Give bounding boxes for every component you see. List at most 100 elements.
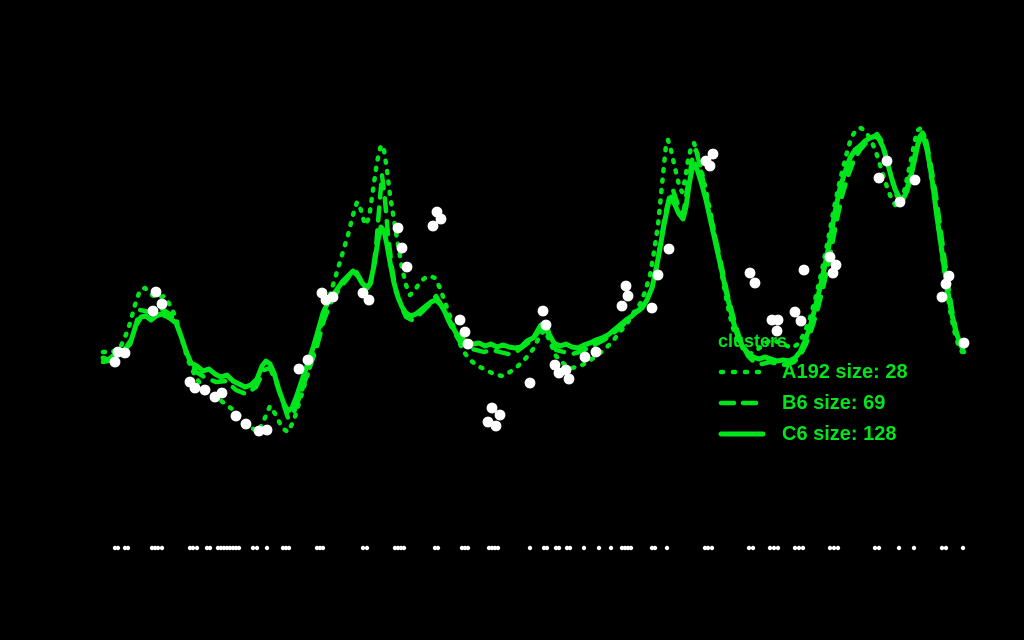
rug-point — [194, 545, 200, 551]
scatter-point — [772, 314, 784, 326]
rug-point — [544, 545, 550, 551]
rug-point — [155, 545, 161, 551]
scatter-point — [396, 242, 408, 254]
scatter-point — [230, 410, 242, 422]
scatter-point — [147, 305, 159, 317]
rug-point — [190, 545, 196, 551]
rug-point — [767, 545, 773, 551]
rug-point — [465, 545, 471, 551]
rug-point — [771, 545, 777, 551]
rug-point — [527, 545, 533, 551]
scatter-point — [490, 420, 502, 432]
rug-point — [360, 545, 366, 551]
rug-point — [250, 545, 256, 551]
scatter-point — [704, 160, 716, 172]
scatter-point — [261, 424, 273, 436]
scatter-point — [494, 409, 506, 421]
scatter-point — [401, 261, 413, 273]
scatter-point — [798, 264, 810, 276]
rug-point — [831, 545, 837, 551]
scatter-point — [302, 354, 314, 366]
scatter-point — [253, 425, 265, 437]
scatter-point — [749, 277, 761, 289]
rug-point — [796, 545, 802, 551]
scatter-point — [646, 302, 658, 314]
rug-point — [628, 545, 634, 551]
rug-point — [435, 545, 441, 551]
scatter-point — [652, 269, 664, 281]
rug-point — [320, 545, 326, 551]
rug-point — [709, 545, 715, 551]
scatter-point — [827, 267, 839, 279]
rug-point — [286, 545, 292, 551]
rug-point — [943, 545, 949, 551]
series-line-a192 — [100, 125, 965, 435]
scatter-point — [119, 347, 131, 359]
scatter-point — [240, 418, 252, 430]
scatter-point — [620, 280, 632, 292]
scatter-point — [795, 315, 807, 327]
rug-point — [750, 545, 756, 551]
scatter-point — [150, 286, 162, 298]
rug-point — [705, 545, 711, 551]
rug-point — [876, 545, 882, 551]
rug-point — [159, 545, 165, 551]
scatter-point — [216, 387, 228, 399]
rug-point — [652, 545, 658, 551]
rug-point — [207, 545, 213, 551]
scatter-point — [427, 220, 439, 232]
scatter-point — [707, 148, 719, 160]
scatter-point — [454, 314, 466, 326]
scatter-point — [873, 172, 885, 184]
scatter-point — [894, 196, 906, 208]
scatter-point — [958, 337, 970, 349]
rug-point — [495, 545, 501, 551]
rug-point — [939, 545, 945, 551]
scatter-point — [936, 291, 948, 303]
scatter-point — [327, 291, 339, 303]
scatter-point — [943, 270, 955, 282]
scatter-point — [663, 243, 675, 255]
rug-point — [125, 545, 131, 551]
scatter-point — [363, 294, 375, 306]
scatter-point — [563, 373, 575, 385]
scatter-point — [560, 364, 572, 376]
rug-point — [596, 545, 602, 551]
scatter-point — [622, 290, 634, 302]
scatter-point — [744, 267, 756, 279]
scatter-point — [459, 326, 471, 338]
rug-point — [581, 545, 587, 551]
scatter-point — [771, 325, 783, 337]
rug-point — [911, 545, 917, 551]
scatter-point — [357, 287, 369, 299]
scatter-point — [524, 377, 536, 389]
scatter-point — [109, 356, 121, 368]
rug-point — [254, 545, 260, 551]
scatter-point — [549, 359, 561, 371]
scatter-point — [789, 306, 801, 318]
scatter-point — [435, 213, 447, 225]
rug-point — [960, 545, 966, 551]
rug-point — [567, 545, 573, 551]
scatter-point — [909, 174, 921, 186]
rug-point — [775, 545, 781, 551]
rug-point — [792, 545, 798, 551]
rug-point — [835, 545, 841, 551]
scatter-point — [881, 155, 893, 167]
scatter-point — [590, 346, 602, 358]
scatter-point — [482, 416, 494, 428]
rug-point — [264, 545, 270, 551]
rug-point — [800, 545, 806, 551]
rug-point — [664, 545, 670, 551]
scatter-point — [579, 351, 591, 363]
scatter-point — [189, 382, 201, 394]
scatter-point — [462, 338, 474, 350]
rug-point — [556, 545, 562, 551]
rug-point — [364, 545, 370, 551]
rug-point — [608, 545, 614, 551]
scatter-point — [537, 305, 549, 317]
scatter-point — [616, 300, 628, 312]
rug-point — [236, 545, 242, 551]
